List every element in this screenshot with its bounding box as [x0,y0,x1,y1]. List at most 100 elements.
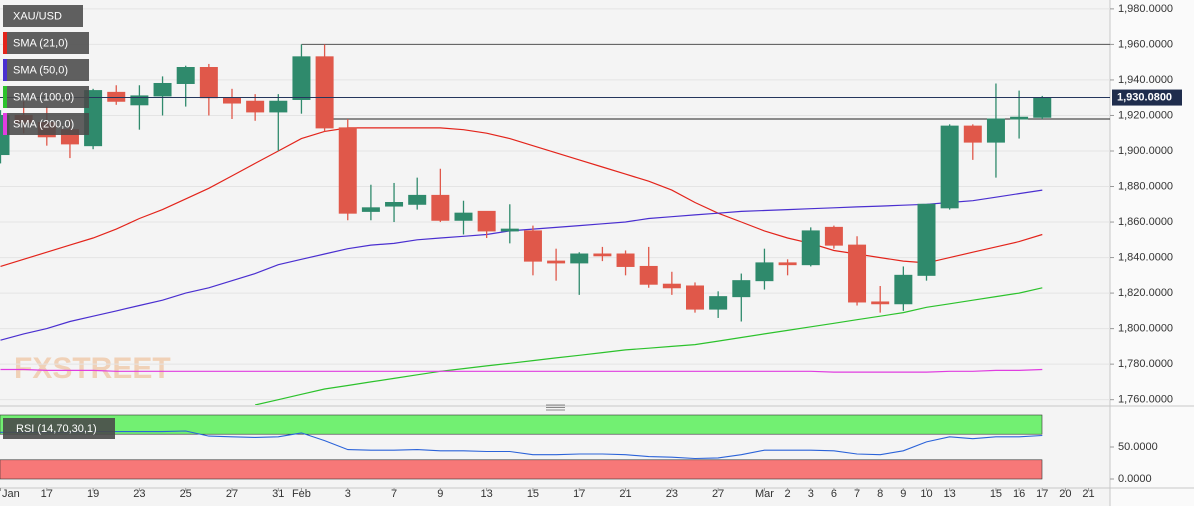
candle-body [338,127,357,214]
y-tick-label: 1,860.0000 [1118,216,1173,228]
candles [0,43,1110,405]
x-tick-label: 27 [712,488,724,500]
legend-swatch [3,113,7,135]
x-tick-label: 15 [990,488,1002,500]
x-tick-label: 10 [920,488,932,500]
candle-body [871,301,890,305]
x-tick-label: 3 [345,488,351,500]
candle-body [431,194,450,221]
x-tick-label: 9 [900,488,906,500]
candle-body [153,82,172,97]
x-tick-label: 17 [573,488,585,500]
last-price-label: 1,930.0800 [1117,91,1172,103]
separator-handle[interactable] [546,404,565,411]
x-tick-label: 21 [619,488,631,500]
x-tick-label: 7 [391,488,397,500]
legend-box [3,86,89,108]
candle-body [824,226,843,246]
y-tick-label: 50.0000 [1118,441,1158,453]
sma-line [0,127,1043,267]
y-tick-label: 1,920.0000 [1118,109,1173,121]
x-tick-label: 31 [272,488,284,500]
x-tick-label: 8 [877,488,883,500]
legend-label: XAU/USD [13,10,62,22]
y-tick-label: 1,840.0000 [1118,251,1173,263]
x-tick-label: 9 [437,488,443,500]
candle-body [639,265,658,285]
rsi-band [0,459,1043,480]
candle-body [755,262,774,282]
x-tick-label: 15 [527,488,539,500]
y-tick-label: 1,900.0000 [1118,145,1173,157]
axis-background [1110,0,1194,506]
x-tick-label: 6 [831,488,837,500]
candle-body [176,67,195,84]
legend-label: SMA (100,0) [13,91,74,103]
x-tick-label: 23 [666,488,678,500]
candle-body [315,56,334,129]
legend-swatch [3,32,7,54]
legend-box [3,5,83,27]
y-tick-label: 1,780.0000 [1118,358,1173,370]
candle-body [223,97,241,104]
legend-label: SMA (200,0) [13,118,74,130]
legend-box [3,32,89,54]
candle-body [732,280,751,298]
candle-body [361,207,380,212]
candle-body [616,253,635,267]
candle-body [269,100,288,113]
legend-label: RSI (14,70,30,1) [16,423,97,435]
candle-body [477,210,496,232]
candle-body [292,56,311,100]
candle-body [500,228,519,232]
candle-body [917,203,936,276]
candle-body [963,125,982,143]
candle-body [385,202,404,207]
y-tick-label: 1,760.0000 [1118,394,1173,406]
legend-swatch [3,59,7,81]
candle-body [940,125,959,209]
candle-body [778,262,797,266]
y-tick-label: 1,960.0000 [1118,38,1173,50]
legend-box [3,59,89,81]
candle-body [593,253,612,257]
sma-line [254,287,1043,405]
candle-body [246,100,265,113]
y-tick-label: 1,940.0000 [1118,74,1173,86]
candle-body [199,67,218,99]
x-tick-label: 20 [1059,488,1071,500]
candle-body [547,260,566,264]
candle-body [130,95,149,106]
y-tick-label: 1,880.0000 [1118,180,1173,192]
x-tick-label: 25 [180,488,192,500]
y-tick-label: 1,820.0000 [1118,287,1173,299]
x-tick-label: 19 [87,488,99,500]
x-tick-label: 13 [944,488,956,500]
rsi-band [0,414,1043,435]
x-tick-label: 23 [133,488,145,500]
candle-body [686,285,704,310]
legend-swatch [3,86,7,108]
y-tick-label: 1,800.0000 [1118,323,1173,335]
x-tick-label: 2 [785,488,791,500]
rsi-line [0,430,1043,460]
candle-body [662,283,681,289]
sma-line [0,189,1043,341]
x-tick-label: 3 [808,488,814,500]
x-tick-label: Feb [292,488,311,500]
candle-body [848,244,867,303]
legend-box [3,113,89,135]
x-tick-label: 17 [1036,488,1048,500]
y-tick-label: 0.0000 [1118,473,1152,485]
candle-body [107,91,126,102]
y-tick-label: 1,980.0000 [1118,3,1173,15]
candle-body [408,194,427,205]
candle-body [1033,97,1052,118]
x-tick-label: 13 [481,488,493,500]
sma-line [0,368,1043,373]
candle-body [894,274,913,305]
candle-body [986,118,1005,143]
watermark: FXSTREET [14,352,171,385]
legend-label: SMA (50,0) [13,64,68,76]
